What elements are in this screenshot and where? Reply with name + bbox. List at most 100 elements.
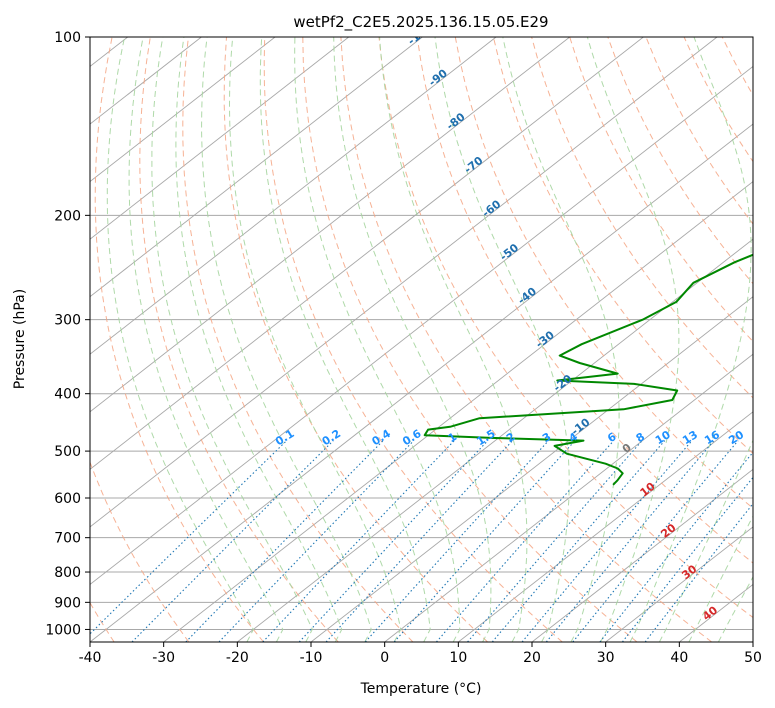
y-tick-label: 1000 bbox=[45, 622, 81, 638]
moist-adiabat-line bbox=[502, 37, 620, 642]
isotherm-line bbox=[90, 37, 718, 528]
chart-title: wetPf2_C2E5.2025.136.15.05.E29 bbox=[293, 13, 548, 32]
dry-adiabat-line bbox=[263, 37, 563, 642]
isotherm-label: -30 bbox=[533, 328, 557, 351]
x-tick-label: 20 bbox=[523, 650, 541, 666]
moist-adiabat-line bbox=[151, 37, 313, 642]
isotherm-label: -60 bbox=[480, 197, 504, 220]
moist-adiabat-line bbox=[175, 37, 343, 642]
isotherm-label: 10 bbox=[638, 480, 658, 500]
dry-adiabat-line bbox=[378, 37, 753, 619]
mixing-ratio-line bbox=[467, 440, 643, 642]
mixing-ratio-label: 8 bbox=[634, 430, 647, 445]
moist-adiabat-line bbox=[259, 37, 431, 642]
plot-frame bbox=[89, 36, 754, 643]
isotherm-line bbox=[90, 123, 753, 642]
isotherm-line bbox=[90, 37, 644, 470]
mixing-ratio-line bbox=[491, 440, 666, 642]
dry-adiabat-line bbox=[607, 37, 753, 285]
isotherm-label: -40 bbox=[515, 285, 539, 308]
isotherm-label: -80 bbox=[444, 110, 468, 133]
x-tick-label: 10 bbox=[449, 650, 467, 666]
grid-layer bbox=[90, 37, 775, 642]
mixing-ratio-label: 0.4 bbox=[370, 427, 394, 449]
moist-adiabat-line bbox=[688, 515, 753, 642]
series-layer bbox=[423, 253, 753, 486]
y-tick-label: 100 bbox=[54, 30, 81, 46]
isotherm-label: 40 bbox=[700, 603, 720, 623]
mixing-ratio-line bbox=[393, 440, 576, 642]
mixing-ratio-line bbox=[364, 440, 550, 642]
mixing-ratio-label: 16 bbox=[702, 428, 722, 447]
moist-adiabat-line bbox=[294, 37, 461, 642]
isotherm-line bbox=[90, 65, 753, 586]
mixing-ratio-line bbox=[262, 440, 455, 642]
isotherm-line bbox=[679, 583, 753, 642]
y-tick-label: 300 bbox=[54, 313, 81, 329]
isotherm-line bbox=[752, 641, 753, 642]
dry-adiabat-line bbox=[645, 37, 753, 225]
mixing-ratio-label: 25 bbox=[751, 428, 771, 447]
moist-adiabat-line bbox=[128, 37, 284, 642]
isotherm-line bbox=[90, 37, 423, 298]
y-tick-label: 800 bbox=[54, 565, 81, 581]
tick-layer: -40 -30 -20 -10 0 10 20 30 40 5010020030040050060… bbox=[45, 30, 762, 666]
mixing-ratio-line bbox=[435, 440, 615, 642]
mixing-ratio-line bbox=[572, 440, 739, 642]
mixing-ratio-label: 0.6 bbox=[400, 427, 424, 449]
isotherm-line bbox=[605, 526, 753, 642]
x-tick-label: -40 bbox=[79, 650, 102, 666]
moist-adiabat-line bbox=[717, 575, 753, 642]
mixing-ratio-line bbox=[298, 440, 489, 642]
mixing-ratio-line bbox=[521, 440, 693, 642]
moist-adiabat-line bbox=[586, 37, 680, 642]
x-axis-label: Temperature (°C) bbox=[360, 681, 482, 697]
x-tick-label: 30 bbox=[597, 650, 615, 666]
isotherm-line bbox=[237, 238, 753, 642]
isotherm-line bbox=[384, 353, 753, 642]
dry-adiabat-line bbox=[416, 37, 753, 564]
mixing-ratio-label: 1.5 bbox=[474, 427, 497, 448]
dry-adiabat-line bbox=[182, 37, 414, 642]
x-tick-label: 40 bbox=[670, 650, 688, 666]
mixing-ratio-line bbox=[325, 440, 514, 642]
y-tick-label: 200 bbox=[54, 208, 81, 224]
dry-adiabat-line bbox=[454, 37, 753, 509]
moist-adiabat-line bbox=[228, 37, 402, 642]
dry-adiabat-line bbox=[492, 37, 753, 455]
x-tick-label: -30 bbox=[152, 650, 175, 666]
moist-adiabat-line bbox=[201, 37, 372, 642]
isotherm-line bbox=[163, 181, 753, 642]
mixing-ratio-label: 3 bbox=[540, 430, 553, 445]
moist-adiabat-line bbox=[434, 37, 570, 642]
y-axis-label: Pressure (hPa) bbox=[12, 289, 28, 389]
y-tick-label: 900 bbox=[54, 595, 81, 611]
isotherm-line bbox=[90, 37, 571, 413]
dry-adiabat-line bbox=[760, 37, 775, 642]
isotherm-line bbox=[90, 37, 276, 183]
moist-adiabat-line bbox=[658, 439, 753, 642]
moist-adiabat-line bbox=[106, 37, 254, 642]
dry-adiabat-line bbox=[90, 460, 190, 642]
mixing-ratio-label: 1 bbox=[446, 430, 459, 445]
isotherm-line bbox=[531, 468, 753, 642]
isotherm-label: -50 bbox=[498, 241, 522, 264]
mixing-ratio-line bbox=[599, 451, 753, 642]
mixing-ratio-line bbox=[185, 440, 384, 642]
isotherm-line bbox=[458, 411, 753, 642]
dewpoint-profile-line bbox=[423, 253, 753, 486]
moist-adiabat-line bbox=[333, 37, 492, 642]
mixing-ratio-line bbox=[545, 440, 715, 642]
y-tick-label: 600 bbox=[54, 491, 81, 507]
x-tick-label: -10 bbox=[300, 650, 323, 666]
y-tick-label: 700 bbox=[54, 531, 81, 547]
x-tick-label: 50 bbox=[744, 650, 762, 666]
mixing-ratio-label: 30 bbox=[771, 428, 775, 447]
x-tick-label: 0 bbox=[380, 650, 389, 666]
dry-adiabat-line bbox=[94, 37, 264, 642]
moist-adiabat-line bbox=[379, 37, 528, 642]
mixing-ratio-line bbox=[218, 440, 415, 642]
dry-adiabat-line bbox=[139, 37, 339, 642]
mixing-ratio-line bbox=[621, 476, 753, 642]
